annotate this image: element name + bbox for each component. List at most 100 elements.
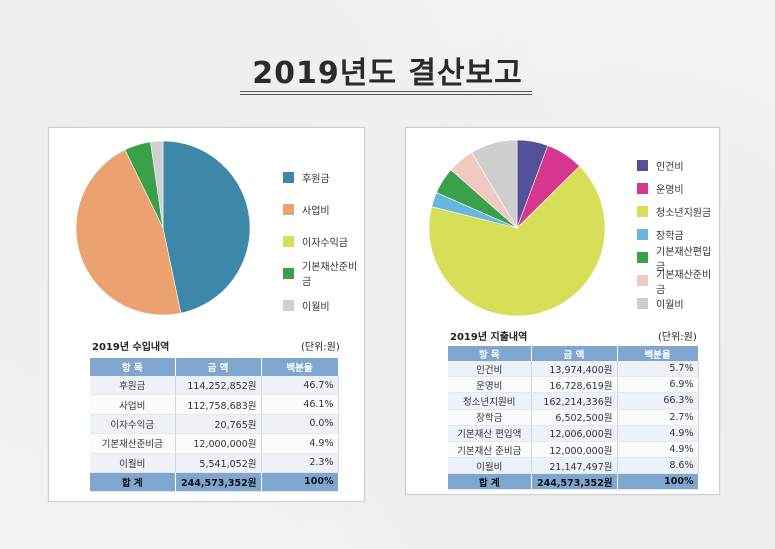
legend-label: 운영비 bbox=[656, 185, 684, 196]
row-item: 청소년지원비 bbox=[448, 392, 532, 410]
legend-label: 기본재산준비금 bbox=[656, 269, 712, 296]
pie-slice-2 bbox=[428, 165, 606, 317]
row-percent: 66.3% bbox=[617, 392, 699, 410]
table-row: 사업비 112,758,683원 46.1% bbox=[90, 394, 339, 415]
row-percent: 46.7% bbox=[261, 376, 339, 396]
legend-swatch bbox=[283, 171, 294, 183]
row-amount: 21,147,497원 bbox=[531, 457, 618, 475]
table-row: 이월비 21,147,497원 8.6% bbox=[448, 457, 699, 475]
row-item: 기본재산준비금 bbox=[90, 433, 176, 454]
row-percent: 0.0% bbox=[261, 414, 339, 435]
legend-swatch bbox=[283, 235, 294, 247]
col-header-percent: 백분율 bbox=[261, 358, 339, 376]
total-amount: 244,573,352원 bbox=[531, 473, 618, 491]
legend-item: 후원금 bbox=[283, 161, 364, 193]
row-item: 기본재산 준비금 bbox=[448, 441, 532, 459]
table-row: 기본재산준비금 12,000,000원 4.9% bbox=[90, 433, 339, 454]
legend-swatch bbox=[637, 183, 648, 194]
table-row: 기본재산 준비금 12,000,000원 4.9% bbox=[448, 441, 699, 459]
total-percent: 100% bbox=[261, 472, 339, 492]
legend-swatch bbox=[637, 275, 648, 286]
expense-legend: 인건비 운영비 청소년지원금 장학금 기본재산편입금 기본재산준비금 이월비 bbox=[637, 154, 719, 315]
row-amount: 16,728,619원 bbox=[531, 376, 618, 394]
total-amount: 244,573,352원 bbox=[175, 472, 262, 492]
legend-swatch bbox=[637, 298, 648, 309]
row-amount: 20,765원 bbox=[175, 414, 262, 435]
row-percent: 4.9% bbox=[617, 425, 699, 442]
col-header-item: 항 목 bbox=[90, 358, 176, 376]
row-amount: 12,000,000원 bbox=[175, 433, 262, 454]
row-amount: 6,502,500원 bbox=[531, 409, 618, 426]
legend-swatch bbox=[637, 206, 648, 217]
row-item: 기본재산 편입액 bbox=[448, 425, 532, 442]
table-row: 장학금 6,502,500원 2.7% bbox=[448, 409, 699, 426]
legend-label: 청소년지원금 bbox=[656, 208, 712, 219]
pie-slice-0 bbox=[162, 140, 251, 314]
legend-swatch bbox=[283, 203, 294, 215]
table-row: 이자수익금 20,765원 0.0% bbox=[90, 414, 339, 435]
col-header-amount: 금 액 bbox=[175, 358, 262, 376]
total-percent: 100% bbox=[617, 473, 699, 491]
row-item: 인건비 bbox=[448, 361, 532, 378]
table-header-row: 항 목 금 액 백분율 bbox=[448, 346, 699, 361]
income-unit: (단위:원) bbox=[301, 342, 340, 353]
title-underline-bottom bbox=[240, 94, 532, 95]
legend-label: 사업비 bbox=[302, 205, 330, 217]
legend-label: 기본재산준비금 bbox=[302, 262, 358, 288]
row-item: 이자수익금 bbox=[90, 414, 176, 435]
row-item: 사업비 bbox=[90, 394, 176, 415]
expense-pie-chart bbox=[428, 139, 606, 317]
row-percent: 4.9% bbox=[261, 433, 339, 454]
row-item: 이월비 bbox=[448, 457, 532, 475]
legend-item: 기본재산준비금 bbox=[637, 269, 719, 296]
row-item: 운영비 bbox=[448, 376, 532, 394]
table-row: 이월비 5,541,052원 2.3% bbox=[90, 453, 339, 473]
row-percent: 2.3% bbox=[261, 453, 339, 473]
row-amount: 162,214,336원 bbox=[531, 392, 618, 410]
title-underline-top bbox=[240, 91, 532, 92]
legend-label: 이월비 bbox=[302, 301, 330, 313]
table-row: 후원금 114,252,852원 46.7% bbox=[90, 376, 339, 396]
legend-item: 사업비 bbox=[283, 193, 364, 225]
expense-unit: (단위:원) bbox=[658, 332, 697, 343]
income-caption: 2019년 수입내역 bbox=[92, 342, 170, 353]
row-amount: 114,252,852원 bbox=[175, 376, 262, 396]
row-item: 장학금 bbox=[448, 409, 532, 426]
col-header-amount: 금 액 bbox=[531, 346, 618, 361]
table-row: 운영비 16,728,619원 6.9% bbox=[448, 376, 699, 394]
legend-label: 후원금 bbox=[302, 173, 330, 185]
legend-item: 이자수익금 bbox=[283, 225, 364, 257]
legend-swatch bbox=[637, 160, 648, 171]
legend-swatch bbox=[283, 299, 294, 311]
legend-label: 이월비 bbox=[656, 300, 684, 311]
row-percent: 6.9% bbox=[617, 376, 699, 394]
expense-table: 항 목 금 액 백분율 인건비 13,974,400원 5.7% 운영비 16,… bbox=[448, 346, 699, 491]
row-percent: 5.7% bbox=[617, 361, 699, 378]
legend-item: 기본재산준비금 bbox=[283, 257, 364, 289]
row-percent: 2.7% bbox=[617, 409, 699, 426]
table-total-row: 합 계 244,573,352원 100% bbox=[90, 472, 339, 492]
legend-item: 장학금 bbox=[637, 223, 719, 246]
pie-slice-1 bbox=[75, 149, 182, 316]
table-row: 기본재산 편입액 12,006,000원 4.9% bbox=[448, 425, 699, 442]
row-percent: 8.6% bbox=[617, 457, 699, 475]
legend-item: 인건비 bbox=[637, 154, 719, 177]
table-header-row: 항 목 금 액 백분율 bbox=[90, 358, 339, 376]
total-label: 합 계 bbox=[448, 473, 532, 491]
row-percent: 46.1% bbox=[261, 394, 339, 415]
row-item: 후원금 bbox=[90, 376, 176, 396]
legend-item: 운영비 bbox=[637, 177, 719, 200]
col-header-percent: 백분율 bbox=[617, 346, 699, 361]
page-title: 2019년도 결산보고 bbox=[252, 56, 523, 91]
row-amount: 5,541,052원 bbox=[175, 453, 262, 473]
pie-slice-4 bbox=[150, 140, 164, 229]
table-row: 인건비 13,974,400원 5.7% bbox=[448, 361, 699, 378]
legend-item: 청소년지원금 bbox=[637, 200, 719, 223]
income-panel: 후원금 사업비 이자수익금 기본재산준비금 이월비 2019년 수입내역 (단위:원) … bbox=[48, 127, 365, 502]
legend-item: 이월비 bbox=[637, 292, 719, 315]
legend-label: 장학금 bbox=[656, 231, 684, 242]
total-label: 합 계 bbox=[90, 472, 176, 492]
table-row: 청소년지원비 162,214,336원 66.3% bbox=[448, 392, 699, 410]
row-amount: 13,974,400원 bbox=[531, 361, 618, 378]
col-header-item: 항 목 bbox=[448, 346, 532, 361]
